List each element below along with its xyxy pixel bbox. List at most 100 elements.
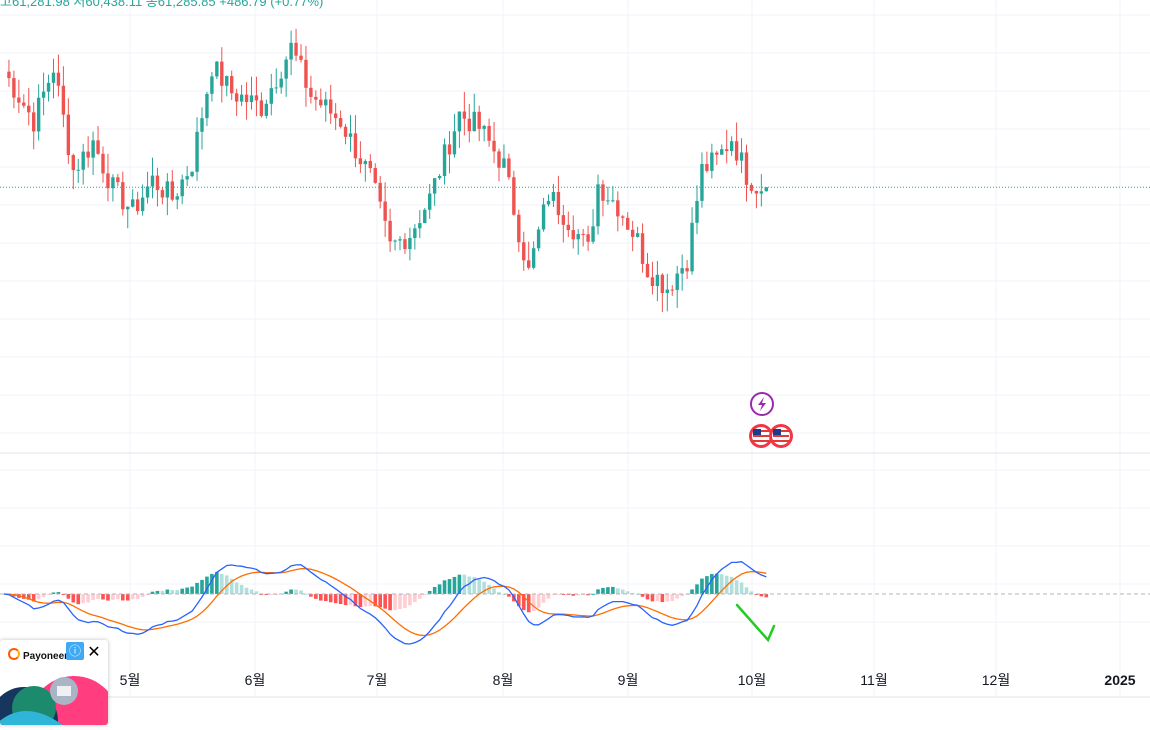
candle (630, 220, 635, 252)
macd-histogram-bar (462, 574, 467, 594)
candle (502, 144, 506, 169)
macd-histogram-bar (645, 594, 650, 600)
candle (353, 115, 358, 168)
macd-histogram-bar (31, 594, 36, 602)
candle (215, 61, 219, 79)
candle (729, 136, 734, 156)
candle (423, 207, 427, 224)
ad-brand-label: Payoneer (8, 648, 68, 662)
candle (225, 75, 229, 97)
candle (324, 91, 328, 122)
macd-histogram-bar (616, 588, 620, 594)
macd-histogram-bar (764, 594, 769, 598)
candle (645, 253, 650, 278)
us-flag-icon[interactable] (769, 424, 793, 448)
candle (101, 146, 105, 183)
macd-histogram-bar (546, 594, 551, 599)
candle (17, 79, 21, 113)
candle (759, 174, 764, 207)
macd-histogram-bar (437, 584, 442, 594)
candle (304, 45, 308, 107)
candle (566, 211, 570, 238)
candle (96, 126, 100, 155)
candle (591, 209, 595, 244)
candle (527, 241, 531, 270)
candle (299, 44, 303, 63)
macd-histogram-bar (596, 589, 600, 594)
macd-histogram-bar (81, 594, 85, 604)
candle (541, 197, 546, 232)
macd-histogram-bar (368, 594, 373, 607)
candle (220, 47, 224, 103)
macd-histogram-bar (670, 594, 675, 601)
ad-info-icon[interactable]: ⓘ (66, 642, 84, 660)
candle (27, 87, 31, 126)
macd-histogram-bar (210, 573, 214, 594)
macd-histogram-bar (328, 594, 333, 603)
candle (650, 261, 655, 295)
candle (254, 76, 259, 117)
candle (734, 122, 739, 166)
macd-histogram-bar (690, 589, 694, 594)
candle (294, 28, 298, 62)
ad-banner[interactable]: Payoneer ⓘ ✕ (0, 640, 108, 725)
macd-histogram-bar (343, 594, 348, 605)
macd-histogram-bar (442, 580, 447, 594)
macd-histogram-bar (492, 588, 496, 594)
candle (695, 185, 699, 235)
macd-histogram-bar (26, 594, 31, 600)
macd-histogram-bar (220, 573, 224, 594)
macd-histogram-bar (160, 590, 165, 594)
macd-histogram-bar (338, 594, 343, 605)
macd-histogram-bar (314, 594, 318, 599)
macd-histogram-bar (150, 591, 155, 594)
macd-histogram-bar (388, 594, 392, 611)
macd-histogram-bar (111, 594, 115, 600)
candle (497, 148, 501, 182)
candle (195, 117, 199, 181)
candle (442, 138, 447, 185)
candle (363, 159, 368, 182)
candle (725, 129, 729, 164)
candle (546, 194, 551, 207)
candle (477, 105, 481, 142)
candle (457, 111, 462, 148)
macd-histogram-bar (705, 576, 709, 594)
macd-histogram-bar (611, 586, 615, 594)
macd-histogram-bar (323, 594, 328, 602)
candle (160, 186, 165, 205)
candle (269, 73, 273, 116)
macd-histogram-bar (363, 594, 368, 607)
us-flag-icon[interactable] (749, 424, 773, 448)
macd-histogram-bar (556, 594, 561, 595)
macd-histogram-bar (86, 594, 90, 603)
candle (393, 239, 397, 251)
macd-signal-line (3, 567, 767, 637)
macd-histogram-bar (180, 588, 184, 594)
macd-histogram-bar (378, 594, 382, 608)
macd-histogram-bar (200, 579, 204, 594)
candle (611, 185, 615, 203)
macd-histogram-bar (467, 576, 472, 594)
candle (180, 174, 184, 205)
ad-close-button[interactable]: ✕ (84, 642, 104, 662)
candle (343, 123, 348, 145)
lightning-icon[interactable] (750, 392, 774, 416)
macd-histogram-bar (205, 576, 209, 594)
macd-histogram-bar (264, 594, 269, 596)
candle (640, 223, 645, 273)
price-candles (7, 28, 768, 313)
time-axis[interactable]: 5월 6월 7월 8월 9월 10월 11월 12월 2025 (120, 672, 1136, 688)
candle (81, 143, 85, 185)
candle (333, 103, 338, 131)
candle (764, 187, 768, 192)
time-axis-label: 11월 (860, 672, 887, 688)
ohlc-readout: 고61,281.98 저60,438.11 종61,285.85 +486.79… (0, 0, 326, 10)
candle (140, 184, 145, 216)
macd-histogram-bar (422, 594, 427, 596)
grid (0, 0, 1150, 698)
candle (462, 91, 467, 136)
candle (368, 154, 372, 173)
